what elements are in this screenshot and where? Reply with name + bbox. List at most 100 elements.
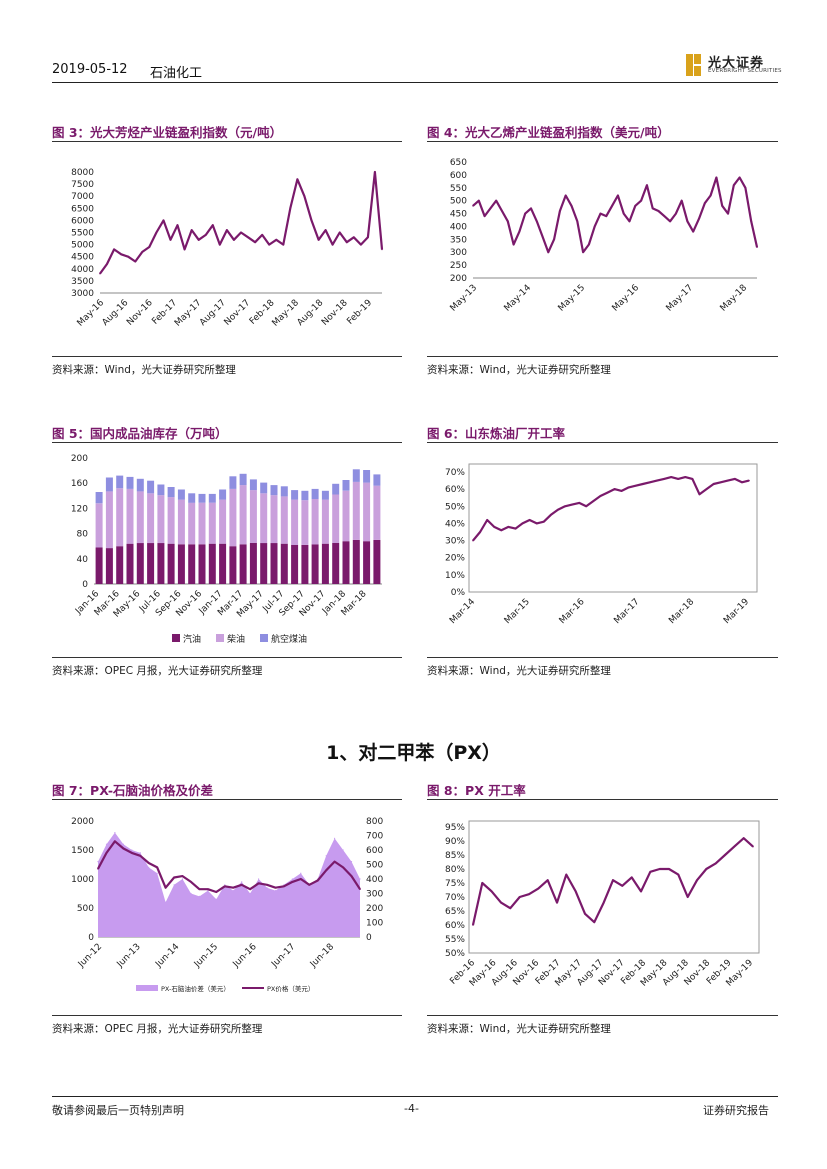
fig6-data-point — [500, 529, 503, 532]
fig7-price-line — [97, 840, 361, 894]
fig3-x-tick-label: Feb-19 — [345, 298, 374, 327]
fig5-bar-航空煤油 — [332, 483, 340, 495]
fig7-spread-point — [97, 861, 99, 863]
fig7-data-point — [122, 847, 125, 850]
fig5-bar-汽油 — [167, 543, 175, 584]
fig5-bar-汽油 — [373, 539, 381, 584]
fig6-data-point — [684, 476, 687, 478]
fig5-bar-航空煤油 — [301, 490, 309, 501]
fig8-data-point — [574, 890, 577, 893]
fig5-bar-柴油 — [363, 482, 371, 542]
fig6-data-point — [635, 484, 637, 487]
fig5-bar-航空煤油 — [311, 488, 319, 499]
fig6-data-point — [606, 491, 609, 494]
fig7-spread-point — [156, 872, 158, 874]
fig4-data-point — [478, 199, 480, 202]
fig5-bar-汽油 — [188, 544, 196, 584]
fig3-data-point — [99, 272, 101, 275]
fig7-spread-point — [274, 890, 277, 892]
fig6-data-point — [585, 505, 587, 508]
fig4-data-point — [622, 212, 625, 215]
fig7-yleft-tick-label: 1500 — [71, 846, 94, 856]
fig6-y-tick-label: 70% — [445, 468, 465, 478]
fig5-y-tick-label: 0 — [82, 580, 88, 590]
fig5-bar-汽油 — [157, 543, 165, 584]
fig4-data-point — [512, 243, 515, 246]
fig3-x-tick-label: May-16 — [76, 298, 107, 329]
fig4-y-tick-label: 650 — [450, 158, 467, 168]
fig7-x-tick-label: Jun-15 — [192, 942, 220, 970]
fig6-data-point — [486, 519, 488, 521]
fig8-data-point — [528, 893, 530, 895]
fig7-spread-point — [105, 843, 108, 845]
fig4-y-tick-label: 550 — [450, 184, 467, 194]
fig8-y-tick-label: 65% — [445, 907, 465, 917]
fig8-data-point — [612, 879, 614, 881]
fig3-data-point — [197, 239, 200, 241]
fig7-spread-point — [334, 837, 336, 839]
fig6-source: 资料来源：Wind，光大证券研究所整理 — [427, 665, 611, 677]
fig3-y-tick-label: 6500 — [71, 204, 94, 214]
fig7-data-point — [207, 888, 209, 890]
fig6-data-point — [571, 503, 573, 506]
fig7-data-point — [232, 886, 234, 889]
fig3-x-tick-label: May-17 — [173, 298, 204, 329]
fig7-spread-point — [215, 898, 217, 900]
fig8-title-rule — [427, 799, 778, 800]
fig7-spread-point — [190, 892, 192, 895]
fig3-data-point — [169, 239, 172, 241]
fig8-data-point — [490, 890, 493, 893]
fig3-data-point — [346, 241, 348, 243]
fig6-title-rule — [427, 442, 778, 443]
fig7-legend-label: PX-石脑油价差（美元） — [161, 984, 230, 993]
fig6-x-tick-label: Mar-15 — [503, 597, 532, 626]
fig4-data-point — [576, 220, 579, 223]
fig8-data-point — [714, 862, 717, 865]
fig8-data-point — [640, 890, 642, 893]
fig6-y-tick-label: 0% — [451, 588, 466, 598]
fig7-data-point — [283, 885, 285, 888]
fig5-y-tick-label: 200 — [71, 454, 88, 464]
fig7-data-point — [164, 886, 167, 889]
fig6-data-point — [613, 488, 616, 490]
fig7-x-tick-label: Jun-13 — [115, 942, 143, 970]
fig4-data-point — [588, 243, 590, 246]
fig5-bar-汽油 — [229, 546, 237, 584]
fig5-bar-航空煤油 — [260, 482, 268, 494]
fig4-source: 资料来源：Wind，光大证券研究所整理 — [427, 364, 611, 376]
fig7-data-point — [359, 888, 361, 890]
fig4-data-point — [680, 199, 683, 202]
fig5-bar-柴油 — [208, 502, 216, 544]
fig5-title-rule — [52, 442, 402, 443]
fig6-data-point — [719, 481, 722, 484]
fig4-y-tick-label: 250 — [450, 261, 467, 271]
fig4-x-tick-label: May-18 — [719, 283, 750, 314]
fig7-data-point — [173, 876, 175, 879]
fig6-x-tick-label: Mar-14 — [448, 597, 477, 626]
fig7-data-point — [105, 852, 108, 854]
fig4-data-point — [518, 230, 521, 233]
footer-disclaimer: 敬请参阅最后一页特别声明 — [52, 1104, 184, 1117]
fig3-data-point — [127, 255, 129, 258]
fig6-data-point — [543, 520, 545, 523]
fig3-data-point — [289, 207, 292, 210]
fig7-x-tick-label: Jun-18 — [308, 942, 336, 970]
fig4-data-point — [564, 194, 567, 197]
fig6-data-point — [670, 476, 672, 478]
fig7-x-tick-label: Jun-17 — [269, 942, 297, 970]
fig7-title-rule — [52, 799, 402, 800]
fig4-data-point — [727, 212, 729, 215]
fig4-data-point — [634, 205, 637, 207]
fig5-bar-汽油 — [363, 541, 371, 584]
fig4-data-point — [530, 207, 532, 210]
fig6-plot-frame — [468, 463, 758, 593]
fig7-spread-point — [266, 887, 268, 889]
fig4-data-point — [628, 220, 631, 223]
fig5-bar-航空煤油 — [208, 493, 216, 503]
fig7-data-point — [266, 884, 268, 886]
fig4-data-point — [675, 212, 677, 215]
fig4-chart: 200 250 300 350 400 450 500 550 600 650 May-13 May-… — [449, 158, 759, 314]
fig8-data-point — [621, 885, 624, 887]
fig4-y-tick-label: 200 — [450, 274, 467, 284]
fig4-data-point — [651, 207, 654, 210]
